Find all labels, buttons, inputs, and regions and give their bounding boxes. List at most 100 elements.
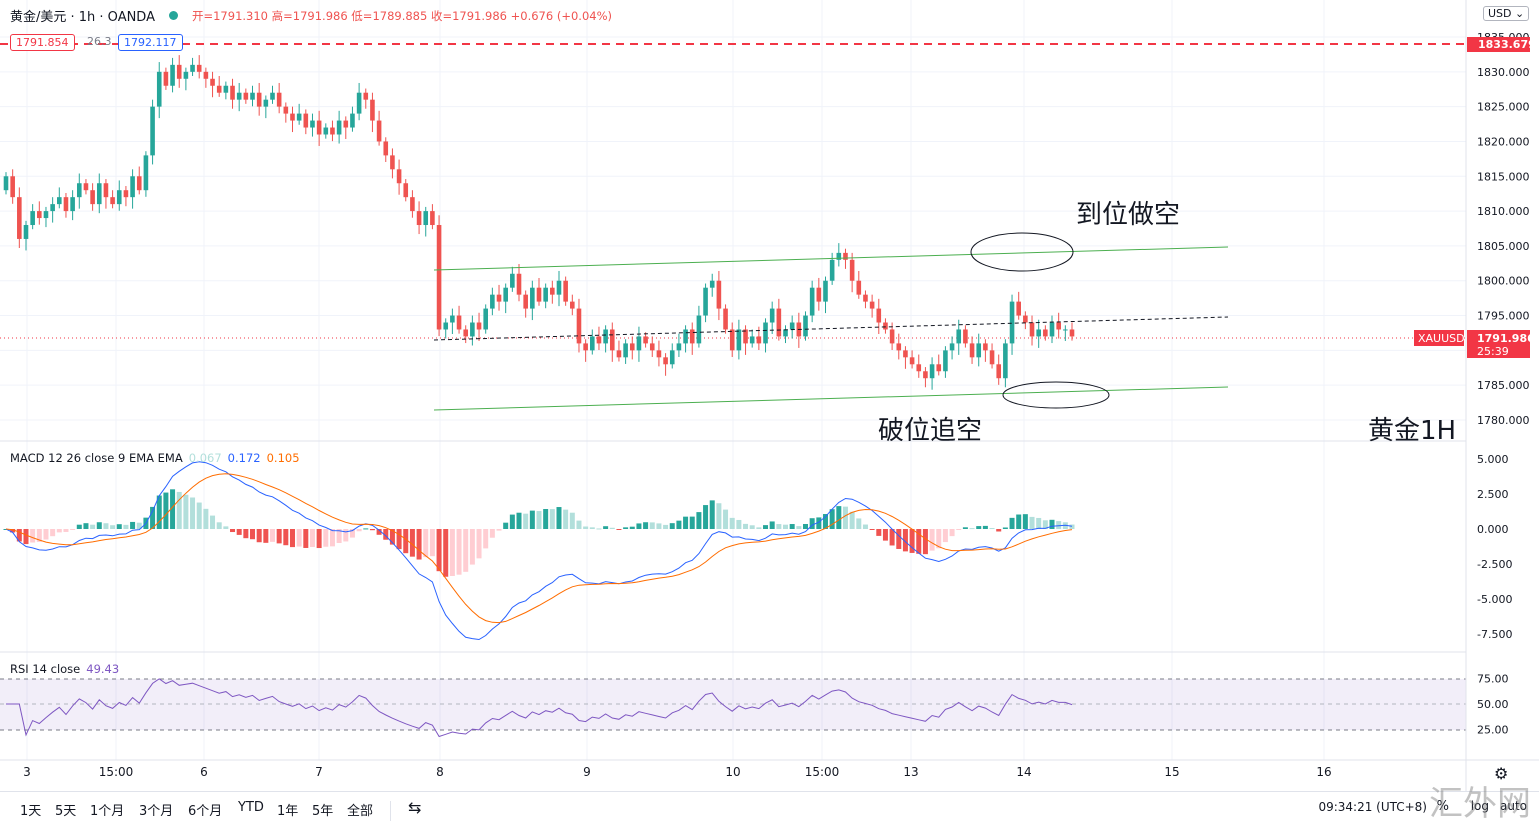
rsi-axis[interactable]: 75.00 50.00 25.00 [1477,673,1509,737]
candle-body [570,301,575,309]
range-ytd-button[interactable]: YTD [238,800,264,815]
macd-histogram-bar [836,506,842,529]
range-3m-button[interactable]: 3个月 [139,804,174,819]
range-5y-button[interactable]: 5年 [312,804,334,819]
time-axis[interactable]: 3 15:00 6 7 8 9 10 15:00 13 14 15 16 [23,765,1331,779]
candle-body [729,329,735,351]
candle-body [709,280,715,288]
range-1d-button[interactable]: 1天 [20,804,42,819]
macd-histogram-bar [256,529,262,543]
time-tick-label: 15 [1164,765,1179,779]
breakdown-zone-ellipse[interactable] [1002,381,1110,409]
annotation-breakdown-short[interactable]: 破位追空 [878,416,983,446]
macd-histogram-bar [976,526,982,529]
macd-legend[interactable]: MACD 12 26 close 9 EMA EMA 0.067 0.172 0… [10,451,300,465]
candle-body [683,329,688,344]
macd-histogram-bar [243,529,249,539]
auto-toggle[interactable]: auto [1499,799,1527,813]
candle-body [270,92,275,100]
macd-histogram-bar [176,491,182,529]
log-toggle[interactable]: log [1470,799,1489,813]
symbol-title[interactable]: 黄金/美元 · 1h · OANDA [10,10,155,25]
candle-body [903,350,908,358]
macd-histogram-bar [56,529,62,533]
macd-histogram-bar [270,529,275,542]
range-5d-button[interactable]: 5天 [55,804,77,819]
price-tick-label: 1785.000 [1477,379,1530,392]
range-6m-button[interactable]: 6个月 [188,804,223,819]
rsi-legend[interactable]: RSI 14 close 49.43 [10,662,119,676]
candle-body [623,343,628,358]
candle-body [336,120,342,135]
macd-histogram-bar [443,529,449,577]
macd-histogram-bar [396,529,402,550]
price-chart[interactable]: 1835.0001830.0001825.0001820.0001815.000… [0,0,1539,791]
annotation-chart-title[interactable]: 黄金1H [1368,416,1457,446]
price-tick-label: 1805.000 [1477,240,1530,253]
macd-tick-label: 0.000 [1477,523,1509,536]
candle-body [1009,301,1015,344]
macd-histogram-bar [1056,521,1062,529]
macd-histogram-bar [329,529,335,547]
candle-body [150,106,155,156]
currency-label: USD [1488,7,1512,20]
candle-body [510,273,515,288]
channel-mid-line[interactable] [433,316,1229,341]
annotation-short-at-target[interactable]: 到位做空 [1076,200,1181,230]
macd-histogram-bar [516,512,522,529]
macd-histogram-bar [389,529,395,545]
candle-body [23,225,29,239]
macd-histogram-bar [136,522,142,529]
date-range-icon[interactable]: ⇆ [408,798,422,817]
macd-histogram-bar [729,517,735,529]
macd-histogram-bar [649,522,655,529]
macd-histogram-bar [523,513,529,529]
candle-body [763,322,768,344]
range-1y-button[interactable]: 1年 [277,804,299,819]
channel-upper-line[interactable] [433,246,1229,271]
macd-histogram-bar [536,511,542,529]
macd-histogram-bar [629,526,635,529]
time-tick-label: 3 [23,765,31,779]
candle-body [423,211,429,226]
macd-axis[interactable]: 5.000 2.500 0.000 -2.500 -5.000 -7.500 [1477,453,1512,641]
candle-body [556,280,562,295]
macd-histogram-bar [756,527,762,529]
short-zone-ellipse[interactable] [970,232,1074,272]
candle-body [30,211,35,226]
candle-body [576,308,582,344]
candle-body [949,343,955,351]
clock[interactable]: 09:34:21 (UTC+8) [1318,800,1427,814]
candle-body [230,85,235,100]
settings-icon[interactable]: ⚙ [1494,764,1508,783]
candle-body [17,197,22,239]
macd-histogram-bar [183,494,189,529]
candle-body [37,211,42,219]
macd-histogram-bar [816,517,822,529]
macd-histogram-bar [902,529,908,552]
candle-body [716,280,722,309]
macd-histogram-bar [1002,527,1008,529]
candle-body [563,280,568,302]
candle-body [57,197,62,205]
candle-body [943,350,948,372]
candle-body [983,343,988,351]
currency-selector[interactable]: USD ⌄ [1483,6,1530,21]
macd-histogram-bar [656,523,662,529]
channel-lower-line[interactable] [433,386,1229,411]
range-all-button[interactable]: 全部 [347,804,374,819]
range-1m-button[interactable]: 1个月 [90,804,125,819]
macd-histogram-bar [663,524,669,529]
bid-price-button[interactable]: 1791.854 [10,34,75,51]
price-axis[interactable]: 1835.0001830.0001825.0001820.0001815.000… [1477,31,1530,427]
candle-body [629,343,635,351]
percent-toggle[interactable]: % [1436,799,1449,814]
macd-histogram-bar [849,511,855,529]
time-tick-label: 7 [315,765,323,779]
macd-tick-label: -7.500 [1477,628,1512,641]
candle-body [616,350,622,358]
candle-body [649,343,655,351]
ask-price-button[interactable]: 1792.117 [118,34,183,51]
macd-histogram-bar [636,523,642,529]
candle-body [283,106,289,114]
